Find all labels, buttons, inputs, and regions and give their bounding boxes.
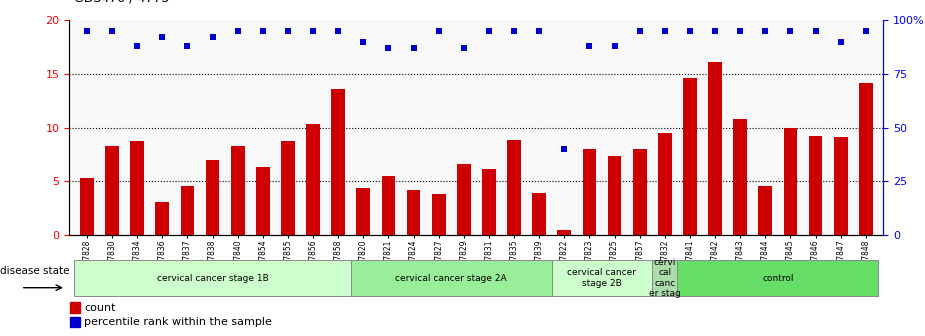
Bar <box>351 260 551 296</box>
Text: cervi
cal
canc
er stag: cervi cal canc er stag <box>649 258 681 298</box>
Point <box>180 43 195 49</box>
Text: control: control <box>762 274 794 283</box>
Bar <box>155 202 169 235</box>
Bar <box>709 62 722 235</box>
Bar <box>306 124 320 235</box>
Bar <box>356 188 370 235</box>
Text: count: count <box>84 303 116 312</box>
Point <box>733 28 747 34</box>
Bar <box>783 128 797 235</box>
Text: cervical cancer stage 2A: cervical cancer stage 2A <box>396 274 507 283</box>
Bar <box>205 160 219 235</box>
Point <box>154 35 169 40</box>
Bar <box>652 260 677 296</box>
Text: disease state: disease state <box>0 266 69 276</box>
Bar <box>180 186 194 235</box>
Point <box>507 28 522 34</box>
Bar <box>633 149 647 235</box>
Bar <box>130 140 144 235</box>
Bar <box>281 140 295 235</box>
Point <box>833 39 848 44</box>
Point <box>305 28 320 34</box>
Bar <box>70 317 80 327</box>
Point <box>783 28 798 34</box>
Point <box>858 28 873 34</box>
Text: GDS470 / 4773: GDS470 / 4773 <box>74 0 169 4</box>
Text: cervical cancer
stage 2B: cervical cancer stage 2B <box>568 268 636 288</box>
Point <box>708 28 722 34</box>
Point <box>456 45 471 51</box>
Text: percentile rank within the sample: percentile rank within the sample <box>84 317 272 327</box>
Bar <box>758 186 772 235</box>
Point <box>532 28 547 34</box>
Bar <box>482 169 496 235</box>
Point <box>633 28 648 34</box>
Bar <box>608 156 622 235</box>
Bar <box>734 119 747 235</box>
Point <box>658 28 672 34</box>
Point <box>482 28 497 34</box>
Point <box>683 28 697 34</box>
Bar <box>683 78 697 235</box>
Text: cervical cancer stage 1B: cervical cancer stage 1B <box>156 274 268 283</box>
Point <box>105 28 119 34</box>
Point <box>331 28 346 34</box>
Bar <box>551 260 652 296</box>
Bar <box>457 164 471 235</box>
Bar <box>70 302 80 313</box>
Point <box>356 39 371 44</box>
Point <box>557 146 572 152</box>
Bar <box>507 139 521 235</box>
Bar <box>532 193 546 235</box>
Point <box>431 28 446 34</box>
Point <box>582 43 597 49</box>
Point <box>808 28 823 34</box>
Bar <box>658 133 672 235</box>
Bar <box>583 149 597 235</box>
Bar <box>859 83 872 235</box>
Point <box>280 28 295 34</box>
Bar <box>256 167 270 235</box>
Point <box>80 28 94 34</box>
Point <box>255 28 270 34</box>
Point <box>758 28 772 34</box>
Point <box>607 43 622 49</box>
Point <box>406 45 421 51</box>
Bar <box>80 178 93 235</box>
Point <box>130 43 144 49</box>
Bar <box>432 194 446 235</box>
Bar <box>808 136 822 235</box>
Bar <box>833 137 847 235</box>
Bar <box>231 146 244 235</box>
Bar <box>105 146 119 235</box>
Bar <box>381 176 395 235</box>
Point <box>205 35 220 40</box>
Bar <box>74 260 351 296</box>
Bar <box>407 190 421 235</box>
Point <box>230 28 245 34</box>
Bar <box>558 230 572 235</box>
Point <box>381 45 396 51</box>
Bar <box>677 260 879 296</box>
Bar <box>331 89 345 235</box>
